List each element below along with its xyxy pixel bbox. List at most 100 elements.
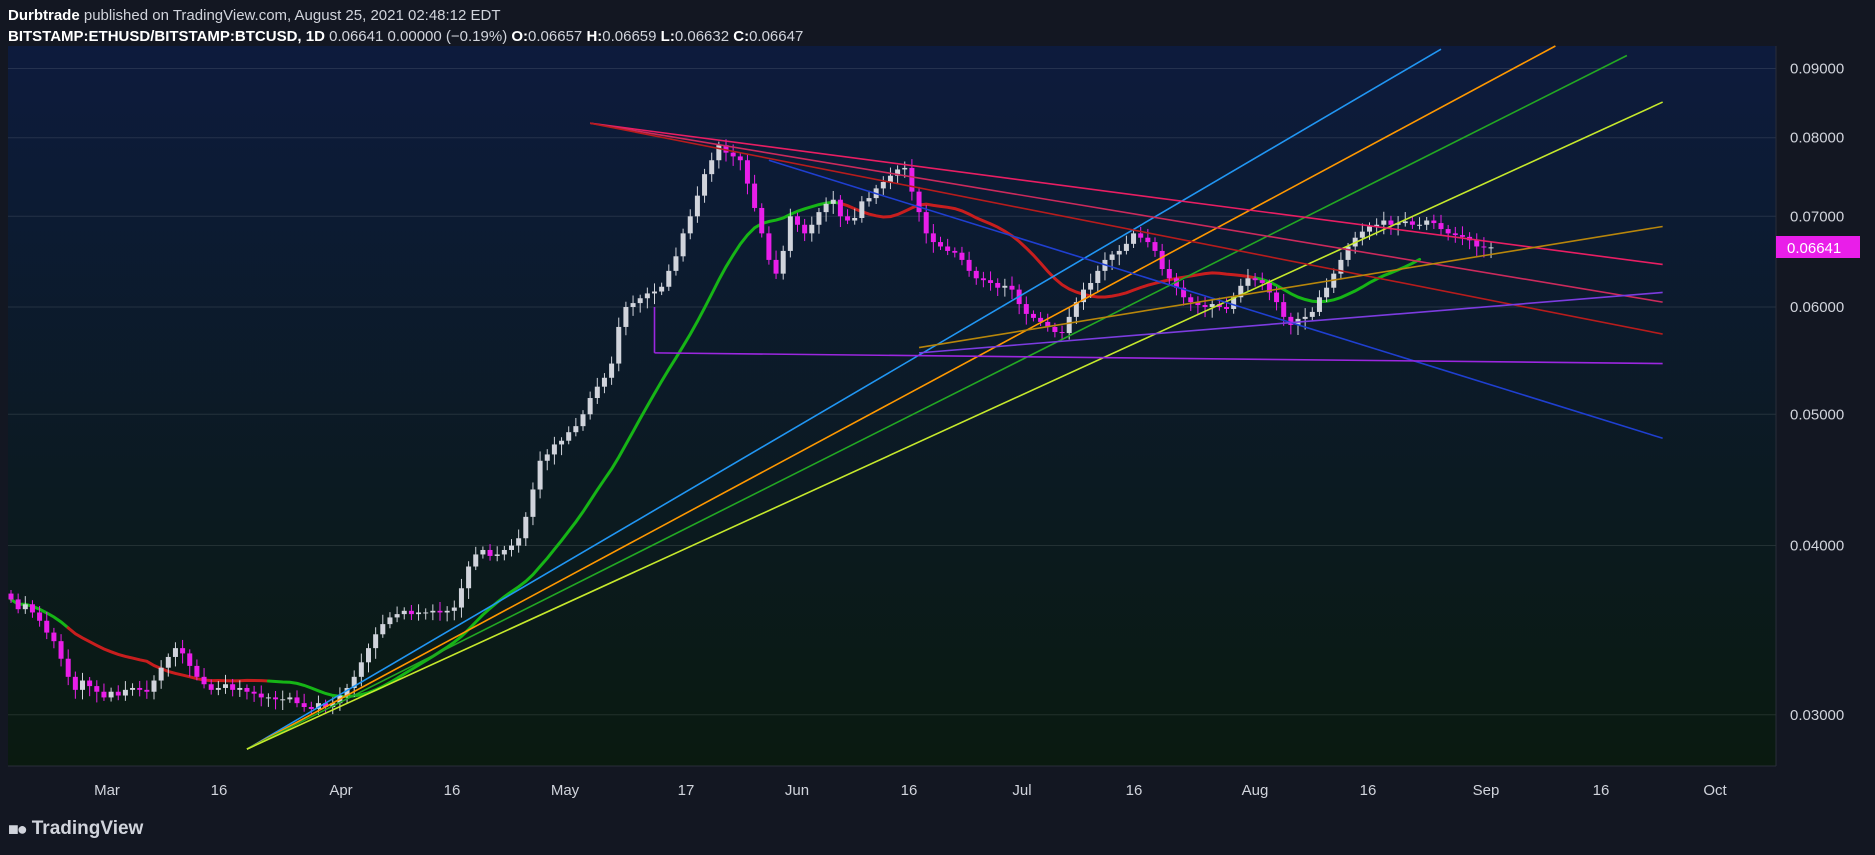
candle-body (37, 612, 43, 621)
candle-body (1281, 302, 1287, 317)
trend-line[interactable] (589, 122, 1663, 335)
x-tick-label: 16 (901, 782, 918, 799)
candle-body (730, 152, 736, 157)
candle-body (587, 398, 593, 415)
price-axis-background[interactable] (1776, 46, 1875, 766)
candle-body (680, 233, 686, 257)
candle-body (737, 156, 743, 161)
candle-body (187, 653, 193, 666)
candle-body (830, 199, 836, 204)
trend-line[interactable] (918, 291, 1663, 354)
candle-body (416, 612, 422, 615)
candle-body (1424, 220, 1430, 225)
candle-body (1359, 231, 1365, 238)
candle-body (1173, 278, 1179, 288)
candle-body (1073, 302, 1079, 317)
candle-body (1402, 221, 1408, 224)
open-value: 0.06657 (528, 28, 583, 45)
candle-body (373, 634, 379, 649)
candle-body (1316, 297, 1322, 312)
candle-body (480, 549, 486, 555)
trend-line[interactable] (654, 352, 1663, 365)
tradingview-logo-icon: ■● (8, 818, 28, 839)
trend-line[interactable] (246, 45, 1556, 750)
candle-body (716, 145, 722, 161)
candle-body (1202, 305, 1208, 307)
candle-body (580, 414, 586, 427)
candle-body (1038, 317, 1044, 322)
candle-body (215, 687, 221, 690)
candle-body (1088, 282, 1094, 290)
candle-body (308, 707, 314, 709)
candle-body (58, 641, 64, 659)
candle-body (1009, 285, 1015, 290)
candle-body (487, 549, 493, 556)
candle-body (408, 610, 414, 615)
candle-body (223, 684, 228, 688)
close-label: C: (733, 28, 750, 45)
candle-body (244, 687, 250, 692)
candle-body (444, 610, 450, 613)
last-price-tag-background (1776, 236, 1860, 258)
candle-body (380, 624, 386, 635)
candle-body (165, 656, 171, 668)
candle-body (1109, 254, 1115, 260)
symbol-name[interactable]: BITSTAMP:ETHUSD/BITSTAMP:BTCUSD, 1D (8, 28, 325, 45)
candle-body (1095, 270, 1101, 283)
candle-body (887, 175, 893, 183)
trend-line[interactable] (246, 54, 1628, 750)
y-tick-label: 0.07000 (1790, 208, 1844, 225)
candle-body (1266, 282, 1272, 293)
candle-body (909, 167, 915, 192)
candle-body (1417, 224, 1423, 226)
trend-line[interactable] (590, 122, 1663, 266)
x-tick-label: 17 (678, 782, 695, 799)
candle-body (258, 693, 264, 698)
high-value: 0.06659 (602, 28, 657, 45)
candle-body (859, 201, 865, 218)
candle-body (87, 680, 93, 687)
trend-lines (246, 45, 1663, 750)
candle-body (1224, 306, 1229, 309)
x-axis-labels: Mar 16 Apr 16 May 17 Jun 16 Jul 16 Aug 16 Sep 16 Oct (94, 782, 1727, 799)
candle-body (1181, 287, 1187, 298)
time-axis-background[interactable] (8, 766, 1776, 806)
publish-line: Durbtrade published on TradingView.com, … (8, 6, 803, 26)
candle-body (666, 270, 672, 287)
trend-line[interactable] (918, 225, 1663, 349)
candle-body (151, 680, 157, 692)
trend-line[interactable] (246, 48, 1442, 750)
candle-body (1302, 316, 1308, 319)
high-label: H: (586, 28, 603, 45)
candle-body (194, 665, 200, 677)
trend-line[interactable] (246, 101, 1663, 750)
trend-line[interactable] (590, 122, 1663, 303)
candle-body (494, 554, 500, 556)
candle-body (208, 684, 214, 690)
candle-body (516, 538, 522, 546)
footer-branding[interactable]: ■● TradingView (8, 818, 143, 840)
candle-body (466, 566, 472, 589)
candle-body (802, 224, 808, 234)
candle-body (1166, 269, 1172, 279)
candle-body (344, 687, 350, 696)
candle-body (15, 599, 21, 610)
candle-body (1245, 278, 1251, 286)
candle-body (94, 686, 100, 692)
candle-body (966, 259, 972, 271)
author-name[interactable]: Durbtrade (8, 7, 80, 24)
candle-body (301, 703, 307, 708)
candle-body (366, 648, 371, 663)
candle-body (108, 691, 114, 698)
ma-segment (266, 200, 842, 699)
candle-body (265, 697, 271, 699)
candle-body (623, 306, 629, 327)
candle-body (1409, 221, 1415, 225)
candle-body (1238, 285, 1244, 298)
candle-body (637, 298, 643, 304)
candle-body (823, 203, 829, 213)
candle-body (930, 233, 936, 243)
candle-body (1452, 233, 1458, 236)
candle-body (709, 160, 715, 175)
